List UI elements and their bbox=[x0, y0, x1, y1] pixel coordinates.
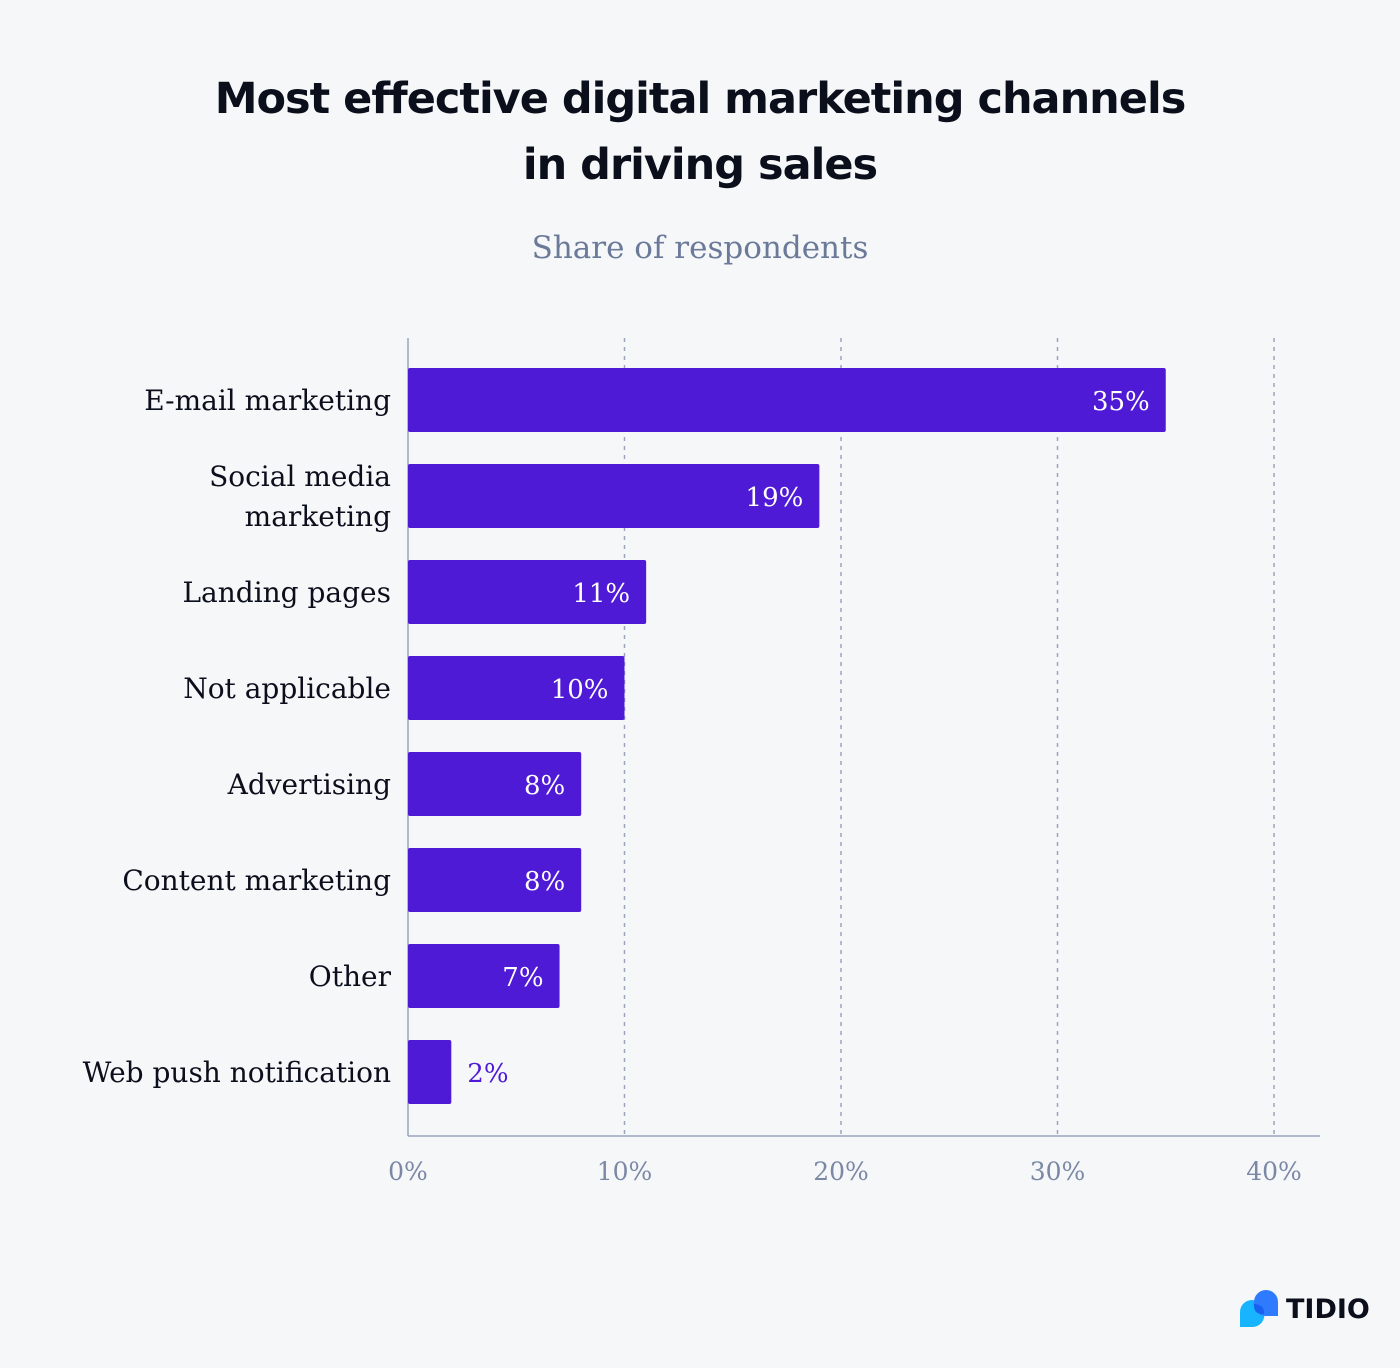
x-tick-label: 40% bbox=[1246, 1157, 1302, 1186]
data-label: 2% bbox=[467, 1059, 508, 1089]
bar bbox=[408, 752, 582, 816]
tidio-logo-icon bbox=[1240, 1290, 1278, 1328]
category-label: Other bbox=[309, 960, 392, 993]
data-label: 8% bbox=[524, 771, 565, 801]
title-line-1: Most effective digital marketing channel… bbox=[214, 74, 1187, 124]
data-label: 7% bbox=[502, 963, 543, 993]
category-label: E-mail marketing bbox=[144, 384, 391, 417]
data-label: 10% bbox=[551, 675, 609, 705]
tidio-wordmark: TIDIO bbox=[1286, 1293, 1370, 1325]
chart-subtitle: Share of respondents bbox=[531, 230, 869, 266]
data-label: 35% bbox=[1092, 387, 1150, 417]
x-tick-label: 0% bbox=[388, 1157, 428, 1186]
bar bbox=[408, 1040, 452, 1104]
chart-title: Most effective digital marketing channel… bbox=[0, 66, 1400, 198]
data-label: 11% bbox=[572, 579, 630, 609]
category-label: Web push notification bbox=[83, 1056, 391, 1089]
bar bbox=[408, 368, 1166, 432]
data-label: 8% bbox=[524, 867, 565, 897]
x-tick-label: 30% bbox=[1030, 1157, 1086, 1186]
category-label: Not applicable bbox=[183, 672, 391, 705]
category-label: Social media marketing bbox=[209, 460, 391, 533]
bar bbox=[408, 656, 625, 720]
bar bbox=[408, 560, 647, 624]
x-tick-label: 10% bbox=[597, 1157, 653, 1186]
data-label: 19% bbox=[746, 483, 804, 513]
tidio-logo: TIDIO bbox=[1240, 1290, 1370, 1328]
title-line-2: in driving sales bbox=[522, 140, 878, 190]
bar bbox=[408, 848, 582, 912]
x-tick-label: 20% bbox=[813, 1157, 869, 1186]
bar bbox=[408, 944, 560, 1008]
category-label: Landing pages bbox=[182, 576, 391, 609]
category-label: Content marketing bbox=[122, 864, 391, 897]
bar bbox=[408, 464, 820, 528]
category-label: Advertising bbox=[227, 768, 391, 801]
